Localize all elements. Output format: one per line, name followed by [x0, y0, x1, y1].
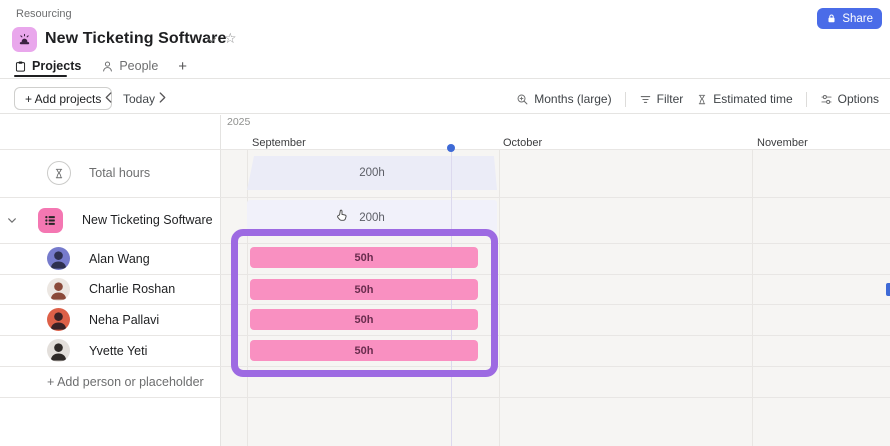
sliders-icon [820, 93, 833, 106]
gridline-october [499, 149, 500, 446]
plus-icon: + [178, 57, 188, 75]
person-silhouette-icon [47, 308, 70, 331]
row-divider [0, 149, 890, 150]
today-button[interactable]: Today [123, 92, 156, 106]
total-hours-hourglass-icon [47, 161, 71, 185]
avatar [47, 308, 70, 331]
timeline-year-label: 2025 [227, 116, 251, 128]
page-title: New Ticketing Software [45, 30, 227, 47]
filter-label: Filter [656, 92, 684, 106]
tab-projects-label: Projects [32, 59, 82, 73]
zoom-magnifier-icon [516, 93, 529, 106]
allocation-bar-yvette-yeti[interactable]: 50h [250, 340, 478, 361]
lock-icon [826, 13, 837, 24]
project-icon [12, 27, 37, 52]
timeline-next-button[interactable] [158, 91, 167, 104]
row-divider [0, 397, 890, 398]
estimated-time-control[interactable]: Estimated time [696, 92, 793, 106]
zoom-level-control[interactable]: Months (large) [516, 92, 612, 106]
total-hours-label: Total hours [89, 166, 151, 180]
month-label-september: September [252, 137, 306, 149]
timeline-prev-button[interactable] [104, 91, 113, 104]
month-label-november: November [757, 137, 808, 149]
person-silhouette-icon [47, 339, 70, 362]
favorite-star-icon[interactable]: ☆ [224, 30, 237, 46]
avatar [47, 247, 70, 270]
row-total-hours[interactable]: Total hours [0, 149, 220, 197]
add-person-button[interactable]: + Add person or placeholder [47, 374, 204, 389]
row-divider [0, 366, 890, 367]
person-silhouette-icon [47, 247, 70, 270]
allocation-bar-neha-pallavi[interactable]: 50h [250, 309, 478, 330]
breadcrumb[interactable]: Resourcing [16, 8, 72, 20]
header-divider [0, 78, 890, 79]
options-label: Options [837, 92, 879, 106]
active-tab-underline [14, 75, 67, 77]
avatar [47, 277, 70, 301]
estimated-time-label: Estimated time [713, 92, 793, 106]
row-divider [0, 243, 890, 244]
row-person-yvette-yeti[interactable]: Yvette Yeti [0, 335, 220, 366]
row-divider [0, 274, 890, 275]
gridline-september [247, 149, 248, 446]
month-label-october: October [503, 137, 543, 149]
row-person-charlie-roshan[interactable]: Charlie Roshan [0, 274, 220, 304]
toolbar-separator [624, 91, 626, 107]
today-marker-dot [447, 144, 455, 152]
filter-control[interactable]: Filter [639, 92, 684, 106]
toolbar-right: Months (large) Filter Estimated time [516, 88, 879, 110]
row-divider [0, 304, 890, 305]
person-name: Yvette Yeti [89, 343, 148, 358]
gridline-november [752, 149, 753, 446]
allocation-bar-alan-wang[interactable]: 50h [250, 247, 478, 268]
collapse-chevron-icon[interactable] [7, 217, 17, 224]
zoom-level-label: Months (large) [534, 92, 612, 106]
panel-divider [220, 115, 221, 446]
offscreen-item-indicator[interactable] [886, 283, 890, 296]
row-person-neha-pallavi[interactable]: Neha Pallavi [0, 304, 220, 335]
project-list-icon [38, 207, 63, 233]
share-button-label: Share [842, 12, 873, 25]
person-silhouette-icon [47, 278, 70, 301]
tab-people[interactable]: People [101, 59, 158, 73]
allocation-bar-charlie-roshan[interactable]: 50h [250, 279, 478, 300]
title-chevron-down-icon[interactable] [206, 36, 217, 44]
row-project[interactable]: New Ticketing Software [0, 197, 220, 243]
total-hours-bar[interactable]: 200h [247, 156, 497, 190]
share-button[interactable]: Share [817, 8, 882, 29]
tab-bar: Projects People + [14, 57, 187, 75]
row-divider [0, 335, 890, 336]
options-control[interactable]: Options [820, 92, 879, 106]
clipboard-icon [14, 60, 27, 73]
toolbar-divider [0, 113, 890, 114]
siren-icon [17, 32, 32, 47]
avatar [47, 339, 70, 362]
toolbar-separator [805, 91, 807, 107]
tab-people-label: People [119, 59, 159, 73]
person-name: Neha Pallavi [89, 312, 160, 327]
person-icon [101, 60, 114, 73]
tab-add-button[interactable]: + [178, 58, 187, 75]
hand-cursor-icon [335, 208, 349, 223]
tab-projects[interactable]: Projects [14, 59, 81, 73]
hourglass-icon [696, 93, 708, 106]
filter-icon [639, 93, 652, 106]
project-row-label: New Ticketing Software [82, 213, 213, 227]
row-divider [0, 197, 890, 198]
person-name: Alan Wang [89, 251, 150, 266]
add-projects-button[interactable]: + Add projects [14, 87, 113, 110]
row-person-alan-wang[interactable]: Alan Wang [0, 243, 220, 274]
person-name: Charlie Roshan [89, 282, 176, 296]
project-hours-bar[interactable]: 200h [247, 200, 497, 236]
